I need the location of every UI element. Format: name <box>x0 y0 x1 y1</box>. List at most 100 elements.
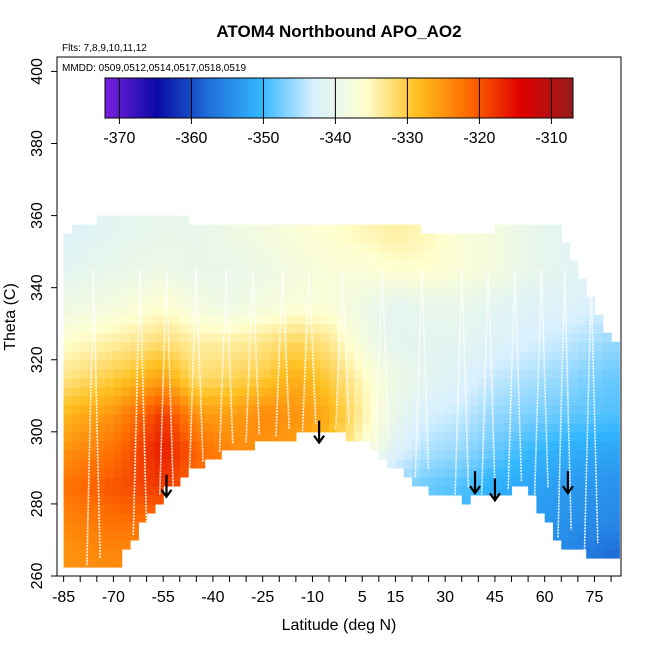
field-cell <box>553 287 562 298</box>
field-cell <box>105 440 114 451</box>
field-cell <box>387 305 396 316</box>
field-cell <box>544 467 554 478</box>
field-cell <box>420 368 430 379</box>
field-cell <box>403 458 413 469</box>
field-cell <box>561 458 571 469</box>
field-cell <box>88 440 98 451</box>
field-cell <box>345 233 355 244</box>
field-cell <box>221 314 231 325</box>
field-cell <box>403 395 413 406</box>
field-cell <box>312 413 322 424</box>
field-cell <box>594 377 604 388</box>
field-cell <box>353 395 363 406</box>
field-cell <box>146 485 156 496</box>
field-cell <box>594 314 604 325</box>
field-cell <box>246 386 255 397</box>
field-cell <box>80 530 90 541</box>
field-cell <box>362 251 372 262</box>
field-cell <box>96 350 106 361</box>
field-cell <box>88 431 98 442</box>
field-cell <box>561 449 571 460</box>
field-cell <box>212 395 222 406</box>
field-cell <box>121 287 131 298</box>
field-cell <box>461 368 471 379</box>
field-cell <box>561 476 571 487</box>
field-cell <box>88 467 98 478</box>
marker-arrow <box>562 471 574 495</box>
field-cell <box>594 449 604 460</box>
flight-profile <box>86 269 101 566</box>
y-tick-label: 300 <box>29 418 46 445</box>
flight-profile <box>454 269 470 495</box>
field-cell <box>536 386 546 397</box>
field-cell <box>171 458 181 469</box>
field-cell <box>594 359 604 370</box>
field-cell <box>387 359 396 370</box>
field-cell <box>420 395 430 406</box>
field-cell <box>387 251 396 262</box>
field-cell <box>146 287 156 298</box>
field-cell <box>146 305 156 316</box>
field-cell <box>445 332 455 343</box>
field-cell <box>121 359 131 370</box>
field-cell <box>387 377 396 388</box>
field-cell <box>88 296 98 307</box>
field-cell <box>470 278 479 289</box>
field-cell <box>80 467 90 478</box>
field-cell <box>96 540 106 550</box>
field-cell <box>121 242 131 253</box>
field-cell <box>237 269 247 280</box>
field-cell <box>436 296 446 307</box>
field-cell <box>138 242 148 253</box>
field-cell <box>212 323 222 334</box>
field-cell <box>544 431 554 442</box>
field-cell <box>63 404 73 415</box>
field-cell <box>121 251 131 262</box>
field-cell <box>577 467 587 478</box>
field-cell <box>113 332 123 343</box>
field-cell <box>586 368 596 379</box>
field-cell <box>544 269 554 280</box>
field-cell <box>212 314 222 325</box>
field-cell <box>212 305 222 316</box>
field-cell <box>188 305 197 316</box>
field-cell <box>88 404 98 415</box>
field-cell <box>80 386 90 397</box>
field-cell <box>246 440 255 451</box>
field-cell <box>138 305 148 316</box>
x-axis-label: Latitude (deg N) <box>282 617 397 634</box>
field-cell <box>553 260 562 271</box>
field-cell <box>154 368 164 379</box>
field-cell <box>511 251 521 262</box>
field-cell <box>577 377 587 388</box>
field-cell <box>370 386 380 397</box>
field-cell <box>130 467 139 478</box>
field-cell <box>602 503 612 514</box>
field-cell <box>329 413 338 424</box>
field-cell <box>279 368 289 379</box>
field-cell <box>577 440 587 451</box>
field-cell <box>478 251 488 262</box>
field-cell <box>428 314 438 325</box>
field-cell <box>453 323 463 334</box>
field-cell <box>486 305 496 316</box>
field-cell <box>420 422 430 433</box>
field-cell <box>586 476 596 487</box>
field-cell <box>544 395 554 406</box>
field-cell <box>528 485 537 496</box>
field-cell <box>71 386 81 397</box>
field-cell <box>80 413 90 424</box>
field-cell <box>362 404 372 415</box>
field-cell <box>561 404 571 415</box>
field-cell <box>544 494 554 505</box>
field-cell <box>586 431 596 442</box>
field-cell <box>96 377 106 388</box>
field-cell <box>304 368 314 379</box>
field-cell <box>420 350 430 361</box>
field-cell <box>478 296 488 307</box>
field-cell <box>88 251 98 262</box>
field-cell <box>229 431 239 442</box>
field-cell <box>428 476 438 487</box>
field-cell <box>569 269 579 280</box>
field-cell <box>553 512 562 523</box>
